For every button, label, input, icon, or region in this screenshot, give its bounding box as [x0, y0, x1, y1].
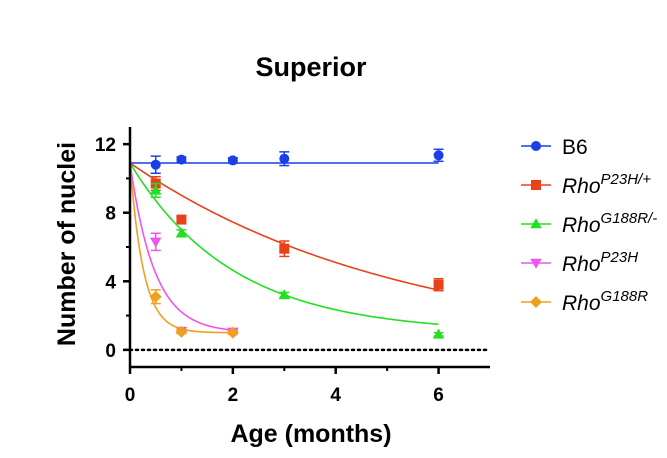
- data-point-rhog188r: [149, 184, 162, 195]
- legend-label: RhoG188R/-: [562, 210, 657, 237]
- legend-marker: [530, 296, 542, 308]
- data-point-b6: [150, 159, 161, 170]
- legend-label: B6: [562, 136, 588, 159]
- data-point-rhop23h: [176, 214, 187, 225]
- x-axis-label: Age (months): [230, 420, 391, 448]
- data-point-b6: [279, 153, 290, 164]
- legend-item-rhop23h: RhoP23H: [521, 249, 638, 276]
- fit-curve-rhog188r: [129, 162, 233, 334]
- y-tick-label: 4: [105, 272, 116, 293]
- plot-area: [128, 148, 492, 352]
- axes: 0 4 8 12 0 2 4 6: [95, 127, 490, 406]
- data-point-rhog188r: [175, 227, 188, 238]
- data-point-rhop23h: [149, 237, 162, 248]
- series-rhop23h: [129, 162, 444, 292]
- data-point-rhop23h: [433, 279, 444, 290]
- y-tick-label: 12: [95, 135, 116, 156]
- data-point-rhop23h: [279, 243, 290, 254]
- data-point-rhog188r: [278, 289, 291, 300]
- data-point-rhog188r: [149, 290, 162, 303]
- legend: B6 RhoP23H/+ RhoG188R/- RhoP23H RhoG188R: [521, 136, 657, 315]
- data-point-rhog188r: [226, 326, 239, 339]
- legend-marker: [530, 218, 542, 229]
- series-b6: [130, 148, 444, 175]
- x-tick-label: 2: [228, 385, 239, 406]
- y-tick-label: 0: [105, 341, 116, 362]
- x-tick-label: 6: [433, 385, 444, 406]
- legend-marker: [530, 258, 542, 269]
- data-point-rhog188r: [175, 325, 188, 338]
- data-point-b6: [176, 154, 187, 165]
- legend-item-rhop23h: RhoP23H/+: [521, 171, 651, 198]
- fit-curve-rhop23h: [129, 162, 233, 331]
- legend-marker: [531, 180, 541, 190]
- legend-item-rhog188r: RhoG188R/-: [521, 210, 657, 237]
- data-point-rhog188r: [432, 328, 445, 339]
- legend-label: RhoP23H/+: [562, 171, 651, 198]
- data-point-b6: [433, 150, 444, 161]
- legend-label: RhoP23H: [562, 249, 638, 276]
- x-tick-label: 0: [125, 385, 136, 406]
- series-rhog188r: [129, 162, 445, 339]
- y-tick-label: 8: [105, 204, 116, 225]
- legend-item-rhog188r: RhoG188R: [521, 288, 648, 315]
- fit-curve-rhop23h: [129, 162, 439, 291]
- legend-marker: [531, 141, 541, 151]
- y-axis-label: Number of nuclei: [53, 142, 81, 346]
- legend-item-b6: B6: [521, 136, 588, 159]
- data-point-b6: [227, 155, 238, 166]
- legend-label: RhoG188R: [562, 288, 648, 315]
- x-tick-label: 4: [330, 385, 341, 406]
- series-rhog188r: [129, 162, 239, 339]
- chart-title: Superior: [255, 52, 367, 82]
